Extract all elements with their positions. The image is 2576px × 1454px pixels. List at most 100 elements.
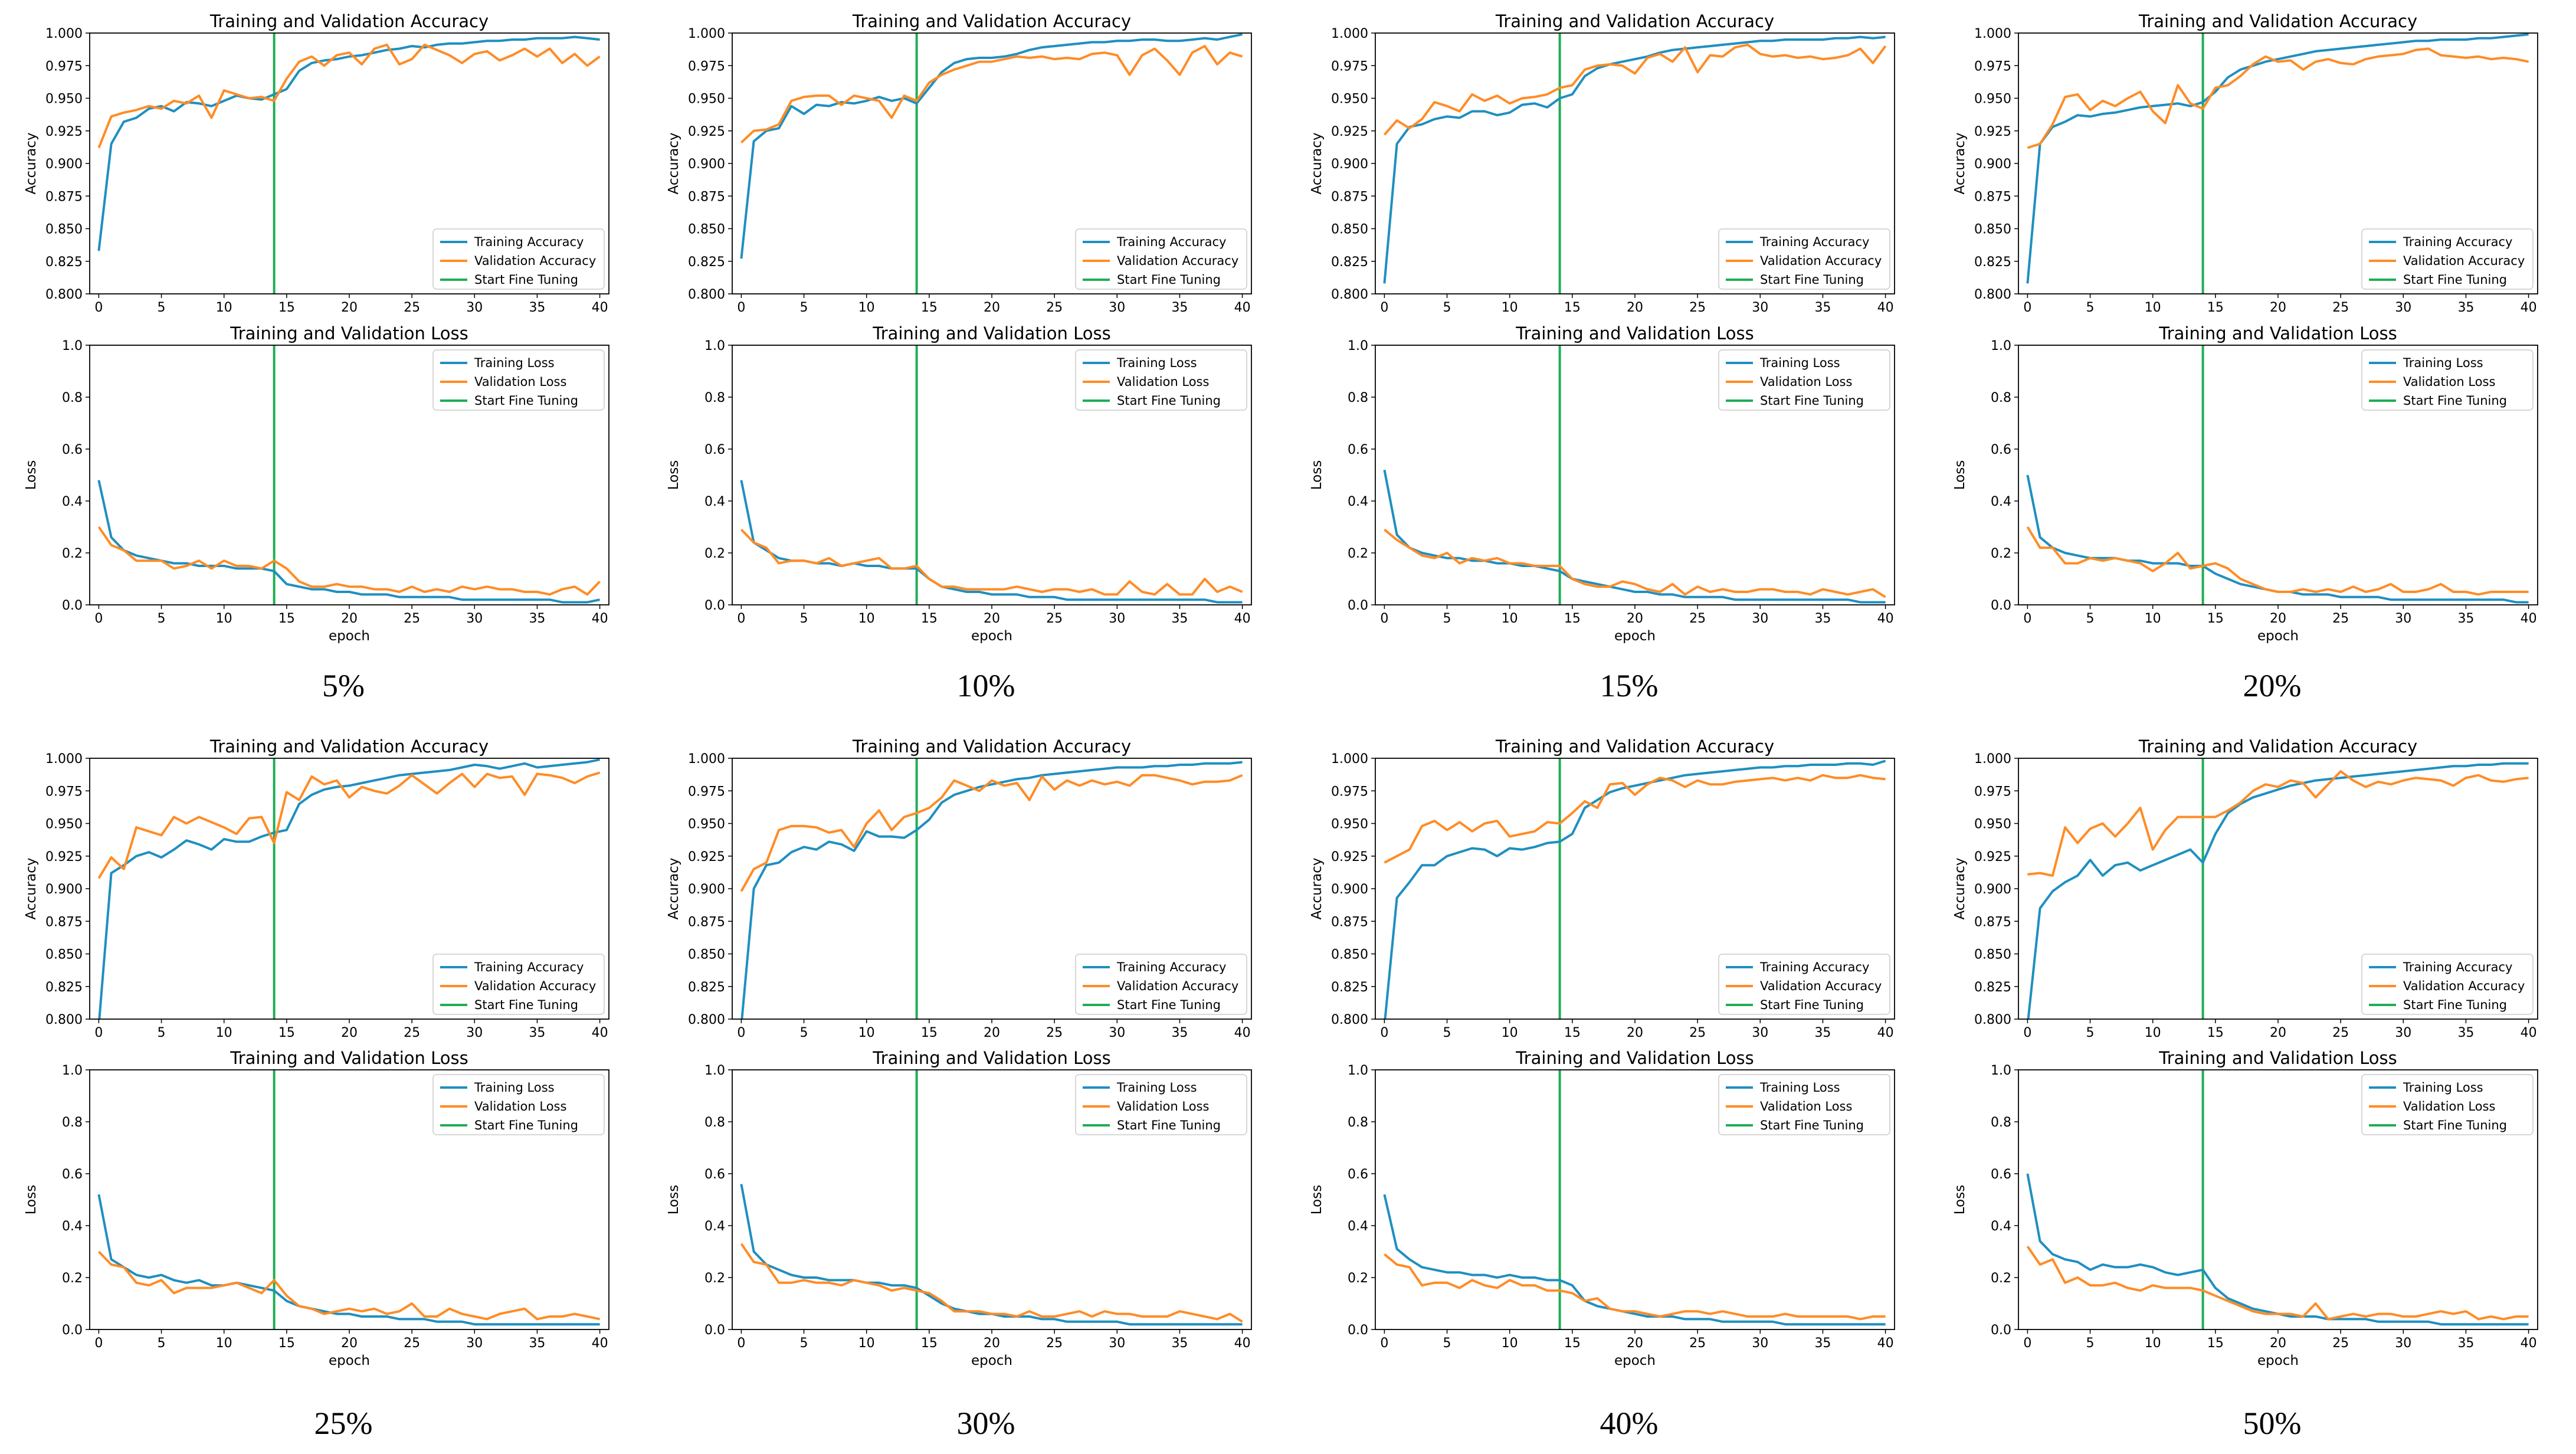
accuracy-axes: 0.800 0.825 0.850 0.875 0.900 0.925 0.950 0.975…	[1309, 736, 1895, 1040]
training-loss-line	[97, 1194, 600, 1326]
legend-label: Validation Accuracy	[2403, 254, 2525, 268]
x-tick-label: 40	[2521, 300, 2537, 315]
y-tick-label: 1.000	[1331, 27, 1368, 41]
legend-box	[2361, 228, 2534, 290]
y-tick-label: 0.6	[62, 1167, 83, 1182]
accuracy-title: Training and Validation Accuracy	[2138, 736, 2417, 757]
x-tick-label: 25	[404, 1026, 420, 1040]
legend-label: Start Fine Tuning	[1117, 1118, 1221, 1132]
legend-label: Validation Accuracy	[474, 979, 596, 993]
y-tick-label: 0.825	[45, 255, 83, 270]
y-tick-label: 0.875	[45, 915, 83, 929]
accuracy-title: Training and Validation Accuracy	[209, 736, 489, 757]
legend-label: Training Loss	[1116, 356, 1197, 370]
y-tick-label: 0.875	[688, 189, 725, 204]
accuracy-frame	[2018, 758, 2538, 1020]
y-tick-label: 0.825	[1331, 980, 1368, 995]
x-tick-label: 5	[800, 611, 808, 626]
y-tick-label: 0.900	[1331, 157, 1368, 172]
x-tick-label: 40	[1234, 300, 1251, 315]
y-tick-label: 0.8	[62, 391, 83, 405]
legend-label: Start Fine Tuning	[2403, 998, 2507, 1012]
loss-frame	[2018, 345, 2538, 605]
y-tick-label: 0.875	[1974, 189, 2011, 204]
y-tick-label: 0.900	[45, 882, 83, 897]
loss-frame	[732, 345, 1252, 605]
y-tick-label: 0.900	[45, 157, 83, 172]
loss-legend: Training Loss Validation Loss Start Fine T…	[1075, 1074, 1247, 1135]
x-tick-label: 35	[1814, 1026, 1831, 1040]
x-tick-label: 35	[529, 1026, 545, 1040]
y-tick-label: 0.2	[1991, 1271, 2011, 1286]
x-tick-label: 30	[466, 611, 483, 626]
x-tick-label: 30	[1752, 1026, 1768, 1040]
y-tick-label: 0.825	[1974, 980, 2011, 995]
legend-label: Training Accuracy	[474, 960, 584, 974]
x-tick-label: 0	[1380, 611, 1388, 626]
accuracy-series	[97, 35, 601, 251]
loss-ylabel: Loss	[24, 460, 39, 490]
x-tick-label: 20	[984, 300, 1000, 315]
x-tick-label: 35	[2457, 1026, 2474, 1040]
y-tick-label: 0.825	[45, 980, 83, 995]
x-axis-label: epoch	[971, 628, 1012, 644]
legend-label: Start Fine Tuning	[1760, 273, 1864, 287]
accuracy-axes: 0.800 0.825 0.850 0.875 0.900 0.925 0.950 0.975…	[1309, 11, 1895, 315]
x-tick-label: 35	[529, 1336, 545, 1351]
accuracy-frame	[732, 32, 1252, 294]
legend-label: Training Loss	[1759, 1080, 1840, 1095]
y-tick-label: 0.0	[62, 1323, 83, 1338]
accuracy-legend: Training Accuracy Validation Accuracy Star…	[1075, 954, 1247, 1015]
x-tick-label: 25	[2332, 1026, 2349, 1040]
x-tick-label: 0	[94, 611, 103, 626]
x-tick-label: 30	[2395, 611, 2411, 626]
x-tick-label: 40	[1877, 1336, 1894, 1351]
x-tick-label: 30	[1109, 1026, 1125, 1040]
x-tick-label: 5	[2086, 1026, 2095, 1040]
x-tick-label: 20	[1627, 1026, 1643, 1040]
y-tick-label: 0.850	[45, 948, 83, 962]
legend-label: Validation Accuracy	[474, 254, 596, 268]
experiment-panel: 0.8000.8250.8500.8750.9000.9250.9500.975…	[1952, 736, 2538, 1441]
x-tick-label: 40	[1877, 1026, 1894, 1040]
loss-title: Training and Validation Loss	[230, 1048, 468, 1068]
legend-label: Validation Accuracy	[1760, 254, 1882, 268]
accuracy-frame	[2018, 32, 2538, 294]
accuracy-series	[97, 758, 601, 1019]
x-tick-label: 20	[2270, 611, 2286, 626]
x-tick-label: 10	[858, 1336, 875, 1351]
accuracy-ylabel: Accuracy	[24, 857, 39, 919]
legend-box	[1718, 349, 1890, 411]
legend-box	[2361, 1074, 2534, 1135]
x-tick-label: 15	[1564, 300, 1581, 315]
legend-label: Training Accuracy	[2403, 235, 2512, 249]
accuracy-title: Training and Validation Accuracy	[1495, 736, 1774, 757]
y-tick-label: 0.825	[1974, 255, 2011, 270]
y-tick-label: 0.8	[1991, 1115, 2011, 1130]
x-tick-label: 0	[1380, 1336, 1388, 1351]
y-tick-label: 0.800	[1974, 287, 2011, 302]
x-tick-label: 20	[1627, 1336, 1643, 1351]
x-tick-label: 15	[1564, 1026, 1581, 1040]
y-tick-label: 0.4	[1991, 495, 2011, 509]
x-tick-label: 25	[1689, 1336, 1706, 1351]
x-tick-label: 30	[466, 300, 483, 315]
x-tick-label: 0	[737, 1026, 745, 1040]
y-tick-label: 0.850	[1974, 948, 2011, 962]
accuracy-series	[2027, 762, 2529, 1019]
loss-series	[97, 480, 601, 604]
panel-caption: 10%	[957, 668, 1015, 703]
accuracy-title: Training and Validation Accuracy	[2138, 11, 2417, 31]
training-accuracy-line	[97, 35, 600, 251]
training-accuracy-line	[2027, 762, 2529, 1019]
x-tick-label: 30	[1109, 300, 1125, 315]
x-tick-label: 15	[2207, 1026, 2224, 1040]
y-tick-label: 0.950	[45, 817, 83, 832]
x-tick-label: 40	[2521, 1336, 2537, 1351]
loss-series	[97, 1194, 601, 1326]
legend-label: Start Fine Tuning	[1117, 998, 1221, 1012]
accuracy-ylabel: Accuracy	[1952, 132, 1968, 194]
panel-caption: 50%	[2243, 1406, 2302, 1441]
training-accuracy-line	[98, 758, 601, 1019]
legend-box	[2361, 954, 2534, 1015]
